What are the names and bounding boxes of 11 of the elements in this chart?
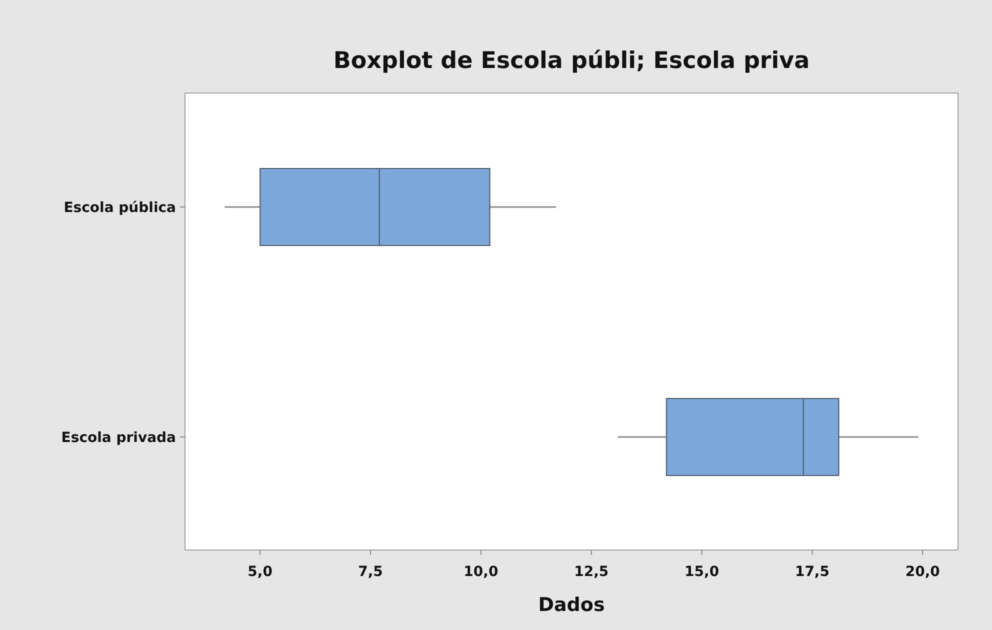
y-tick-label: Escola privada: [61, 430, 176, 446]
x-tick-label: 17,5: [794, 564, 830, 580]
chart-title: Boxplot de Escola públi; Escola priva: [333, 48, 810, 74]
x-tick-label: 5,0: [248, 564, 273, 580]
y-tick-label: Escola pública: [64, 200, 176, 216]
x-tick-label: 10,0: [464, 564, 498, 580]
x-tick-label: 12,5: [574, 564, 609, 580]
x-tick-label: 15,0: [684, 564, 720, 580]
x-tick-label: 7,5: [358, 564, 383, 580]
x-tick-label: 20,0: [905, 564, 940, 580]
x-axis-title: Dados: [538, 594, 605, 616]
